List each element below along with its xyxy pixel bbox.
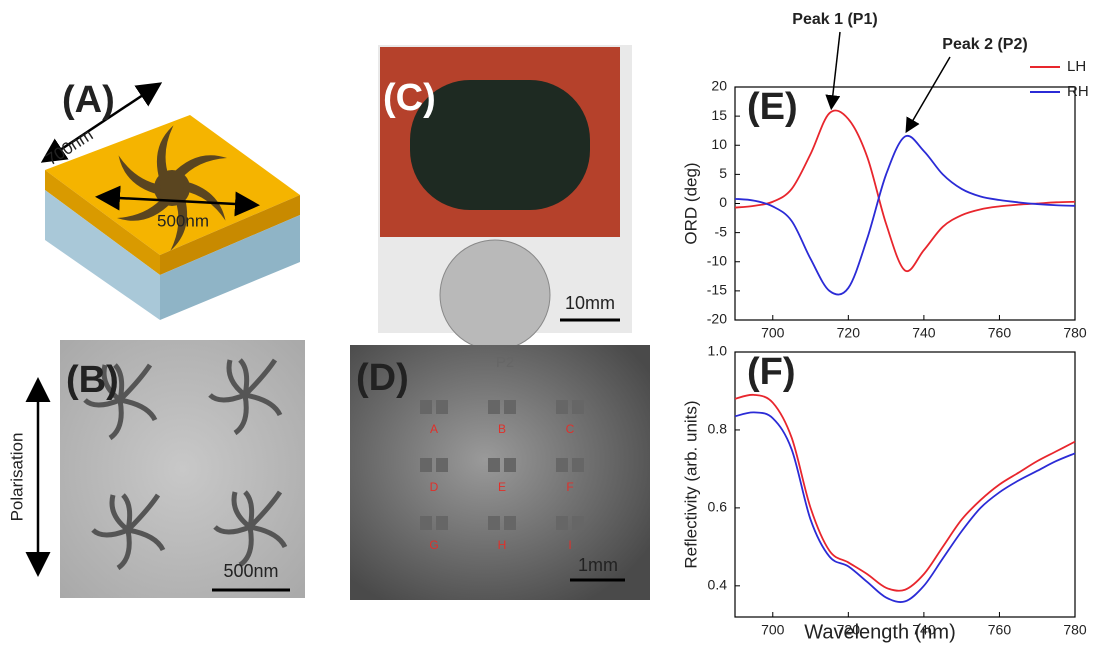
site-label: A [430, 422, 438, 436]
panel-label: (A) [62, 79, 115, 121]
coin [440, 240, 550, 350]
site-pad [420, 516, 432, 530]
annotation-arrow [831, 32, 840, 107]
site-pad [488, 458, 500, 472]
y-tick-label: -20 [707, 311, 727, 327]
panel-label: (B) [66, 359, 119, 401]
y-axis-label: Reflectivity (arb. units) [681, 400, 700, 568]
x-tick-label: 780 [1063, 622, 1087, 638]
x-tick-label: 700 [761, 622, 785, 638]
site-label: I [568, 538, 571, 552]
site-pad [572, 516, 584, 530]
y-tick-label: 1.0 [708, 343, 728, 359]
site-pad [488, 516, 500, 530]
site-pad [436, 516, 448, 530]
panel-a: (A) 700nm 500nm [42, 79, 300, 320]
scale-label: 10mm [565, 293, 615, 313]
x-tick-label: 720 [837, 325, 861, 341]
x-axis-label: Wavelength (nm) [804, 621, 956, 643]
x-tick-label: 760 [988, 325, 1012, 341]
y-tick-label: 0.6 [708, 499, 728, 515]
site-label: B [498, 422, 506, 436]
site-pad [420, 400, 432, 414]
figure: (A) 700nm 500nm Polarisation (B) 500nm 1… [0, 0, 1105, 646]
site-pad [504, 516, 516, 530]
marker-label: P2 [496, 354, 514, 371]
dimension-label: 500nm [157, 211, 209, 230]
site-pad [436, 458, 448, 472]
panel-label: (E) [747, 86, 798, 128]
site-pad [504, 458, 516, 472]
x-tick-label: 740 [912, 325, 936, 341]
x-tick-label: 760 [988, 622, 1012, 638]
site-label: E [498, 480, 506, 494]
y-tick-label: 10 [711, 136, 727, 152]
y-axis-label: ORD (deg) [681, 162, 700, 244]
site-pad [572, 458, 584, 472]
panel-label: (C) [383, 77, 436, 119]
site-pad [556, 400, 568, 414]
x-tick-label: 780 [1063, 325, 1087, 341]
site-label: F [566, 480, 573, 494]
site-pad [504, 400, 516, 414]
sample-window [410, 80, 590, 210]
data-line [735, 395, 1075, 591]
site-pad [420, 458, 432, 472]
y-tick-label: -5 [715, 223, 728, 239]
y-tick-label: -10 [707, 252, 727, 268]
panel-label: (F) [747, 351, 796, 393]
site-pad [488, 400, 500, 414]
y-tick-label: 20 [711, 78, 727, 94]
annotation: Peak 2 (P2) [942, 36, 1027, 53]
x-tick-label: 700 [761, 325, 785, 341]
y-tick-label: 0 [719, 194, 727, 210]
scale-label: 1mm [578, 555, 618, 575]
site-label: D [430, 480, 439, 494]
panel-label: (D) [356, 357, 409, 399]
site-label: H [498, 538, 507, 552]
legend-label: LH [1067, 58, 1086, 75]
y-tick-label: 5 [719, 165, 727, 181]
site-pad [436, 400, 448, 414]
annotation: Peak 1 (P1) [792, 11, 877, 28]
site-pad [572, 400, 584, 414]
data-line [735, 111, 1075, 272]
site-label: G [429, 538, 438, 552]
panel-c: 10mm (C) [378, 45, 632, 350]
y-tick-label: -15 [707, 282, 727, 298]
site-pad [556, 458, 568, 472]
data-line [735, 412, 1075, 602]
y-tick-label: 0.4 [708, 577, 728, 593]
scale-label: 500nm [223, 561, 278, 581]
site-label: C [566, 422, 575, 436]
annotation-arrow [907, 57, 950, 131]
site-pad [556, 516, 568, 530]
legend-label: RH [1067, 83, 1089, 100]
panel-d: P2 1mm (D) A B C D E F G H I [350, 345, 650, 600]
y-tick-label: 15 [711, 107, 727, 123]
y-tick-label: 0.8 [708, 421, 728, 437]
polarisation-label: Polarisation [7, 433, 26, 522]
panel-b: Polarisation (B) 500nm [7, 340, 305, 598]
